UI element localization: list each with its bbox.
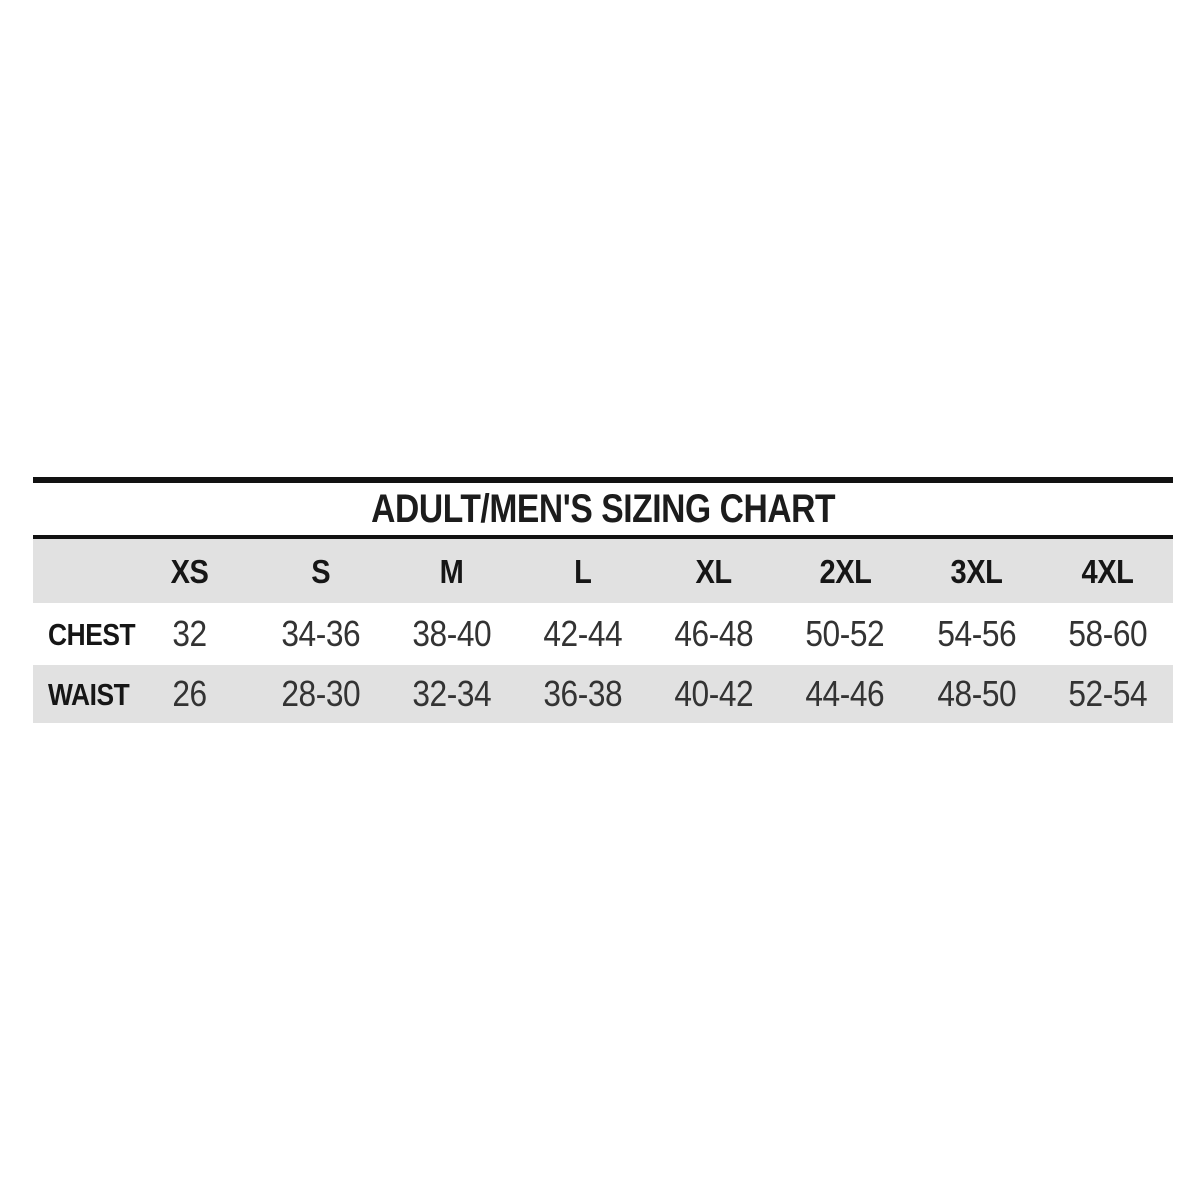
size-header-3xl: 3XL <box>911 555 1042 588</box>
size-header-label: L <box>574 552 592 590</box>
cell-value: 58-60 <box>1068 613 1147 654</box>
chest-value-l: 42-44 <box>517 616 648 652</box>
waist-value-l: 36-38 <box>517 676 648 712</box>
cell-value: 42-44 <box>543 613 623 654</box>
size-header-2xl: 2XL <box>780 555 911 588</box>
cell-value: 26 <box>172 673 207 714</box>
cell-value: 40-42 <box>674 673 754 714</box>
size-header-label: M <box>439 552 464 590</box>
chest-value-s: 34-36 <box>255 616 386 652</box>
sizing-chart: ADULT/MEN'S SIZING CHART XS S M L XL 2XL… <box>33 477 1173 723</box>
size-header-m: M <box>386 555 517 588</box>
chest-value-xl: 46-48 <box>649 616 780 652</box>
mid-rule <box>33 535 1173 539</box>
size-header-label: XL <box>695 552 733 590</box>
cell-value: 54-56 <box>936 613 1016 654</box>
size-header-label: 2XL <box>819 552 872 590</box>
size-header-xl: XL <box>649 555 780 588</box>
size-header-xs: XS <box>124 555 255 588</box>
cell-value: 28-30 <box>281 673 361 714</box>
size-header-4xl: 4XL <box>1042 555 1173 588</box>
cell-value: 50-52 <box>805 613 885 654</box>
chest-value-3xl: 54-56 <box>911 616 1042 652</box>
size-header-label: 4XL <box>1081 552 1134 590</box>
cell-value: 38-40 <box>412 613 492 654</box>
chart-title: ADULT/MEN'S SIZING CHART <box>371 487 835 531</box>
cell-value: 32-34 <box>412 673 492 714</box>
chest-value-xs: 32 <box>124 616 255 652</box>
size-header-row: XS S M L XL 2XL 3XL 4XL <box>33 539 1173 603</box>
cell-value: 46-48 <box>674 613 754 654</box>
cell-value: 48-50 <box>936 673 1016 714</box>
size-header-l: L <box>517 555 648 588</box>
size-header-label: S <box>311 552 331 590</box>
size-header-s: S <box>255 555 386 588</box>
row-label-text: WAIST <box>48 676 130 712</box>
table-row-waist: WAIST 26 28-30 32-34 36-38 40-42 44-46 4… <box>33 665 1173 723</box>
cell-value: 34-36 <box>281 613 361 654</box>
table-row-chest: CHEST 32 34-36 38-40 42-44 46-48 50-52 5… <box>33 603 1173 665</box>
cell-value: 36-38 <box>543 673 623 714</box>
waist-value-3xl: 48-50 <box>911 676 1042 712</box>
row-label-chest: CHEST <box>33 619 136 650</box>
waist-value-xl: 40-42 <box>649 676 780 712</box>
waist-value-4xl: 52-54 <box>1042 676 1173 712</box>
chest-value-4xl: 58-60 <box>1042 616 1173 652</box>
chest-value-m: 38-40 <box>386 616 517 652</box>
cell-value: 44-46 <box>805 673 885 714</box>
row-label-text: CHEST <box>48 616 136 652</box>
size-header-label: 3XL <box>950 552 1003 590</box>
top-rule <box>33 477 1173 483</box>
waist-value-2xl: 44-46 <box>780 676 911 712</box>
size-header-label: XS <box>170 552 209 590</box>
chest-value-2xl: 50-52 <box>780 616 911 652</box>
waist-value-xs: 26 <box>124 676 255 712</box>
cell-value: 52-54 <box>1068 673 1147 714</box>
row-label-waist: WAIST <box>33 679 130 710</box>
waist-value-s: 28-30 <box>255 676 386 712</box>
waist-value-m: 32-34 <box>386 676 517 712</box>
title-band: ADULT/MEN'S SIZING CHART <box>33 483 1173 535</box>
cell-value: 32 <box>172 613 207 654</box>
